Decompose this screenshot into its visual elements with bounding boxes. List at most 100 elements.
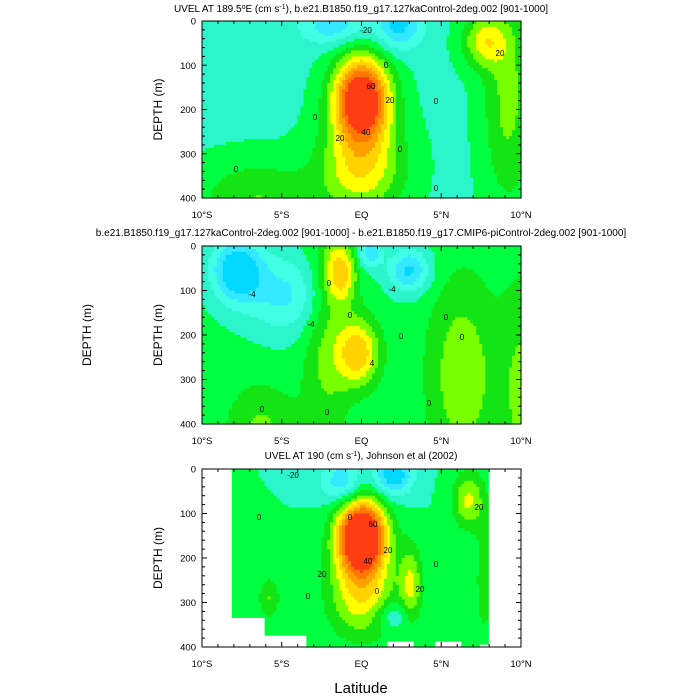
panel-1-cell [386, 112, 394, 116]
panel-3-cell [389, 498, 433, 503]
panel-3-cell [371, 474, 379, 479]
panel-3-cell [386, 575, 406, 580]
panel-2-cell [485, 355, 513, 360]
panel-2-cell [354, 311, 373, 315]
panel-3-cell [336, 555, 343, 559]
panel-2-cell [225, 305, 304, 309]
panel-3-cell [336, 540, 340, 544]
panel-1-cell [416, 29, 427, 34]
panel-3-cell [476, 578, 489, 583]
panel-2-cell [425, 329, 451, 333]
panel-1-cell [345, 103, 379, 108]
panel-2-cell [377, 358, 388, 363]
panel-3-cell [389, 560, 397, 565]
panel-1-cell [306, 85, 322, 90]
panel-1-cell [330, 121, 337, 125]
panel-1-cell [383, 71, 391, 75]
panel-1-cell [374, 65, 382, 69]
panel-3-cell [333, 558, 340, 562]
panel-2-cell [431, 248, 522, 253]
panel-2-cell [351, 260, 355, 265]
panel-2-cell [318, 346, 334, 351]
panel-2-cell [219, 299, 239, 303]
panel-3-cell [452, 489, 459, 494]
panel-3-cell [410, 474, 418, 479]
panel-3-cell [357, 498, 373, 503]
panel-2-cell [333, 260, 346, 265]
panel-2-cell [377, 385, 424, 389]
panel-3-cell [231, 525, 325, 529]
panel-3-cell [416, 546, 480, 550]
panel-3-cell [479, 614, 489, 618]
panel-1-cell [380, 106, 385, 111]
panel-1-cell [333, 68, 340, 72]
panel-2-cell [321, 379, 370, 384]
panel-1-cell [321, 53, 337, 57]
panel-2-cell [246, 251, 260, 256]
panel-2-cell [371, 326, 382, 330]
panel-3-cell [377, 569, 382, 574]
panel-3-cell [377, 566, 385, 571]
panel-3-cell [473, 498, 483, 503]
panel-3-cell [386, 480, 403, 485]
panel-3-cell [339, 578, 346, 583]
panel-3-cell [261, 602, 278, 607]
panel-2-cell [351, 251, 355, 256]
panel-2-cell [276, 388, 301, 392]
panel-2-cell [207, 275, 218, 280]
panel-3-cell [333, 471, 349, 476]
panel-3-cell [231, 581, 266, 586]
panel-3-cell [231, 602, 263, 607]
panel-3-cell [342, 534, 346, 538]
panel-3-cell [413, 644, 436, 648]
panel-2-cell [333, 346, 343, 351]
panel-1-cell [500, 118, 516, 122]
panel-2-cell [309, 314, 319, 318]
panel-1-cell [386, 103, 394, 108]
panel-3-cell [419, 590, 424, 595]
panel-1-cell [297, 118, 319, 122]
panel-2-xtick-label: 10°S [192, 436, 213, 447]
panel-3-cell [476, 537, 489, 541]
panel-1-contour-label: -20 [360, 26, 372, 35]
panel-2-cell [303, 248, 319, 253]
panel-3-cell [374, 555, 379, 559]
panel-1-cell [219, 180, 325, 184]
panel-2-cell [386, 358, 424, 363]
panel-2-cell [267, 266, 298, 271]
panel-3-cell [354, 492, 379, 497]
panel-1-cell [515, 41, 522, 46]
panel-1-cell [512, 130, 522, 134]
panel-3-cell [336, 522, 340, 526]
panel-2-cell [351, 367, 361, 372]
panel-3-cell [345, 620, 373, 624]
panel-3-cell [386, 569, 397, 574]
panel-1-cell [404, 121, 427, 125]
panel-1-cell [467, 94, 486, 99]
panel-2-cell [303, 275, 313, 280]
panel-1-xtick-label: 10°S [192, 210, 213, 221]
panel-1-cell [374, 186, 391, 190]
panel-1-cell [327, 121, 331, 125]
panel-2-cell [303, 358, 319, 363]
panel-2-cell [306, 284, 313, 289]
panel-3-cell [267, 596, 272, 601]
panel-1-cell [488, 124, 501, 128]
panel-2-cell [365, 355, 373, 360]
panel-1-cell [461, 50, 471, 55]
panel-3-cell [452, 507, 459, 512]
panel-3-cell [264, 617, 328, 621]
panel-3-cell [413, 558, 421, 562]
panel-1-cell [473, 192, 522, 196]
panel-2-cell [219, 287, 230, 292]
panel-2-cell [342, 257, 349, 262]
panel-2-cell [509, 391, 522, 395]
panel-1-cell [354, 150, 370, 155]
panel-1-cell [449, 56, 465, 60]
panel-3-cell [377, 558, 382, 562]
panel-3-cell [306, 635, 340, 639]
panel-2-cell [368, 379, 382, 384]
panel-3-cell [342, 537, 346, 541]
panel-2-cell [216, 281, 227, 286]
panel-1-cell [461, 32, 471, 37]
